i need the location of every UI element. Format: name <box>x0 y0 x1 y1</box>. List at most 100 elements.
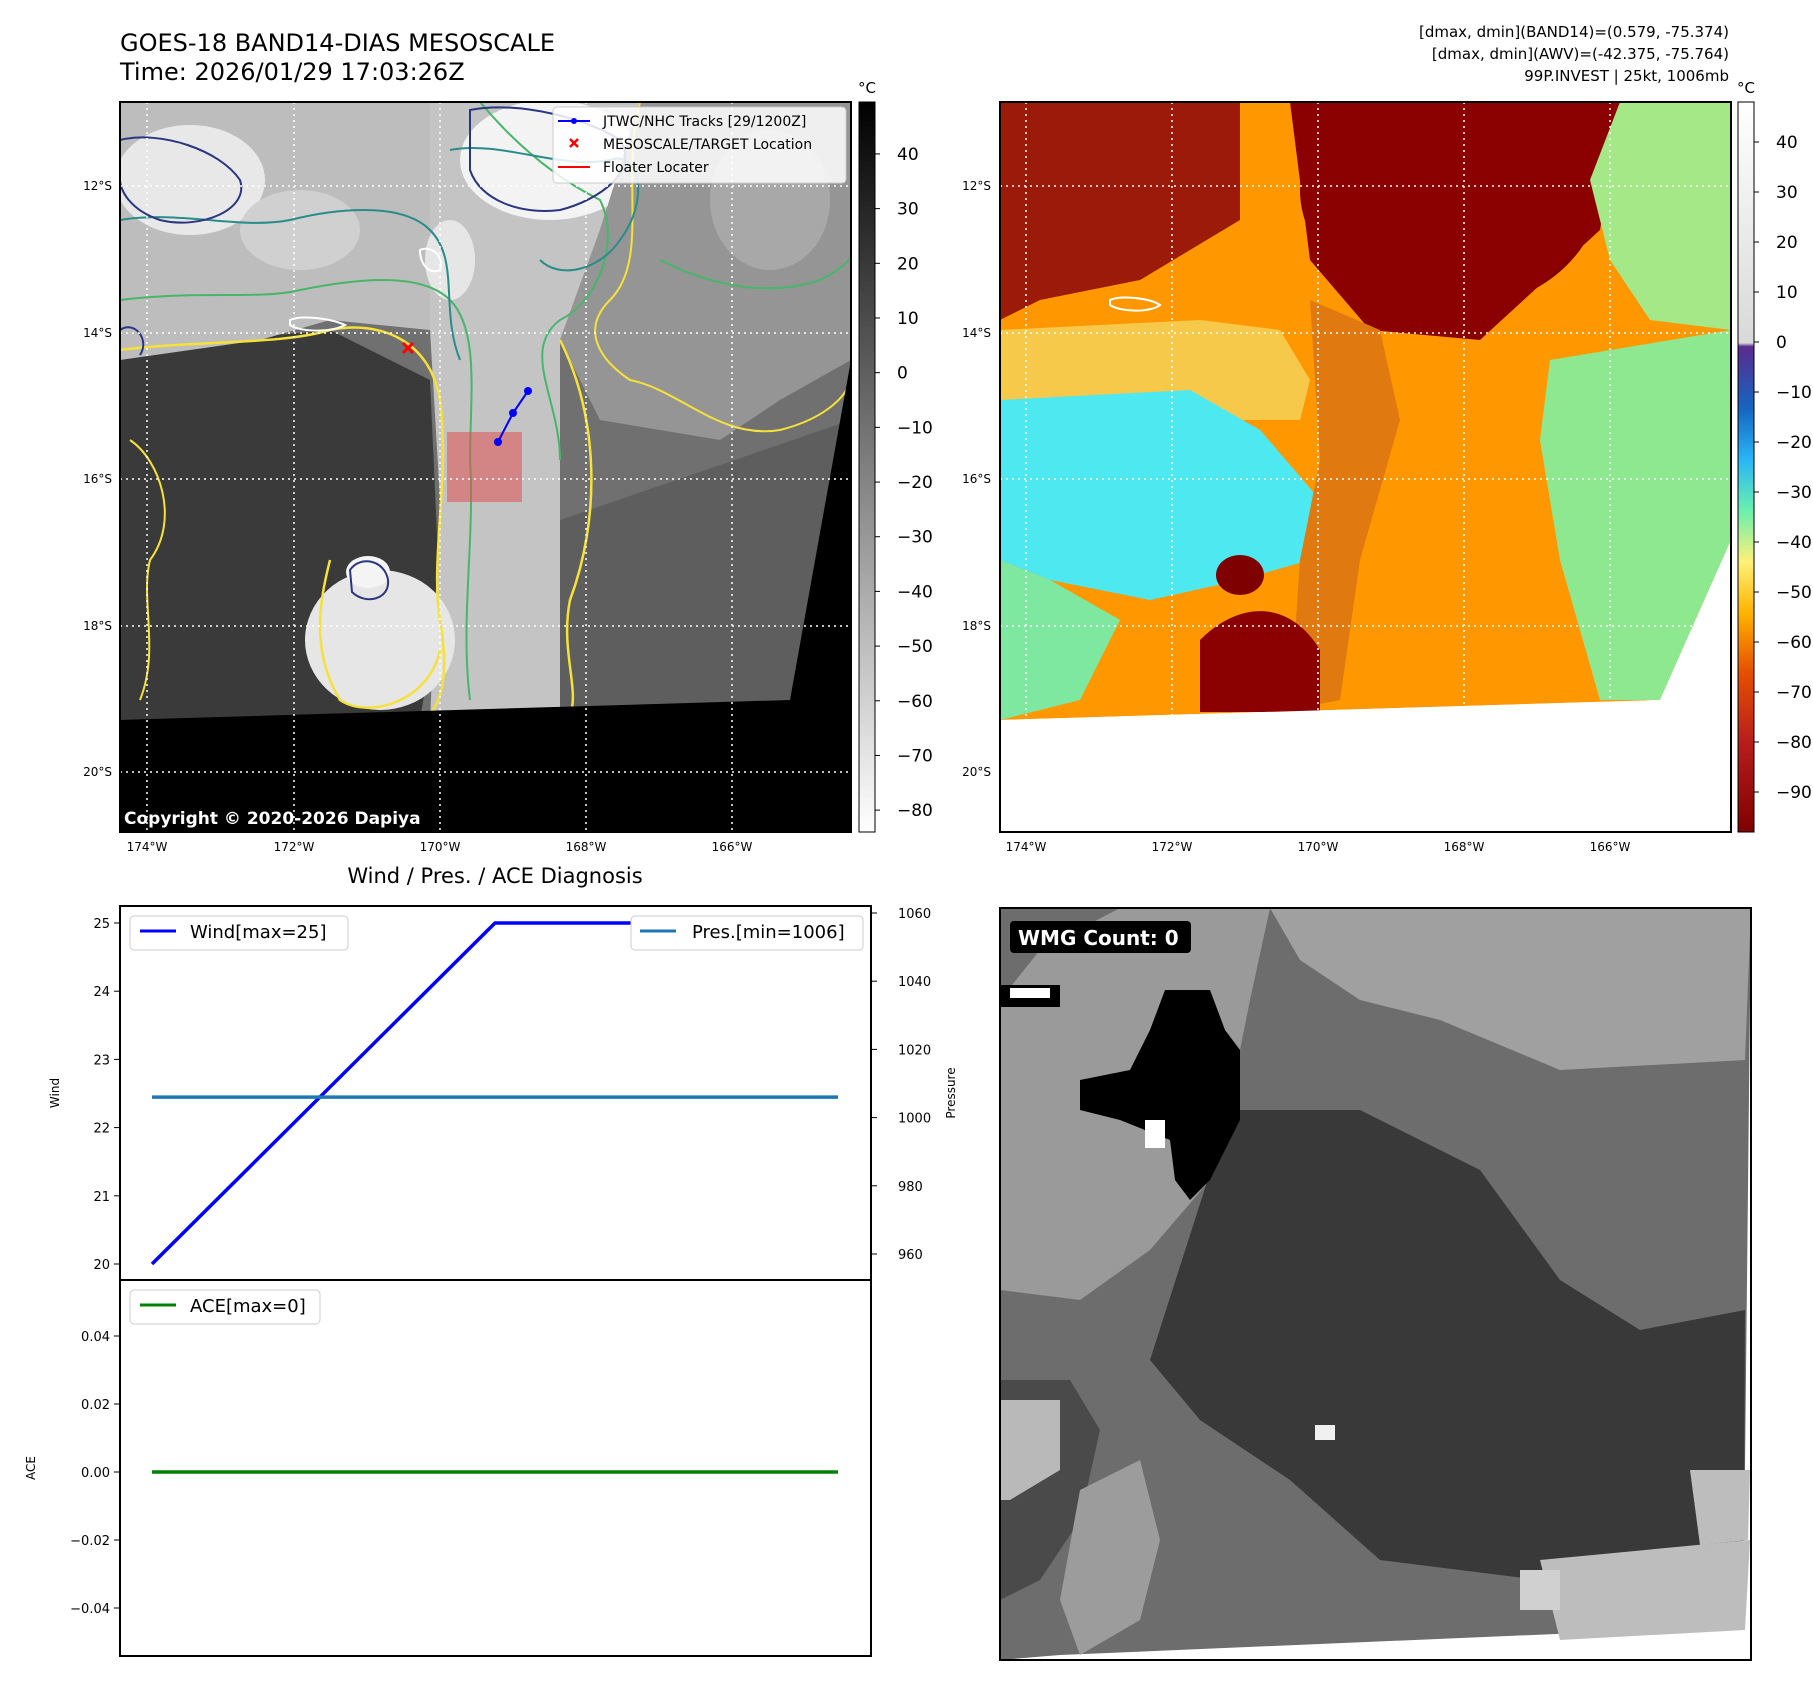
wind-legend: Wind[max=25] <box>129 915 349 951</box>
lat-label: 14°S <box>83 326 112 340</box>
track-point <box>494 438 502 446</box>
wind-tick-label: 20 <box>93 1258 110 1273</box>
legend-floater: Floater Locater <box>603 160 709 176</box>
map1-lat-labels: 12°S 14°S 16°S 18°S 20°S <box>83 179 112 779</box>
pressure-tick-label: 1000 <box>898 1112 931 1127</box>
map2-lon-labels: 174°W 172°W 170°W 168°W 166°W <box>1006 840 1631 854</box>
pressure-legend: Pres.[min=1006] <box>630 915 864 951</box>
map1-legend: JTWC/NHC Tracks [29/1200Z] MESOSCALE/TAR… <box>552 106 847 184</box>
ace-chart: 0.04 0.02 0.00 −0.02 −0.04 ACE[max=0] ACE <box>24 1279 872 1657</box>
ace-tick-label: 0.02 <box>81 1398 110 1413</box>
colorbar-tick-label: 0 <box>1776 333 1787 353</box>
colorbar-tick-label: 10 <box>1776 283 1798 303</box>
legend-tracks: JTWC/NHC Tracks [29/1200Z] <box>602 114 806 130</box>
colorbar-tick-label: −30 <box>897 528 933 548</box>
map1-frame <box>119 101 852 833</box>
awv-map <box>1000 102 1731 832</box>
colorbar-tick-label: −10 <box>897 418 933 438</box>
map2-frame <box>999 101 1732 833</box>
pressure-tick-label: 1020 <box>898 1043 931 1058</box>
lat-label: 12°S <box>962 179 991 193</box>
band14-map: Copyright © 2020-2026 Dapiya <box>120 102 851 832</box>
colorbar-tick-label: −80 <box>1776 733 1812 753</box>
lon-label: 172°W <box>274 840 315 854</box>
lon-label: 166°W <box>712 840 753 854</box>
colorbar-tick-label: 30 <box>897 200 919 220</box>
colorbar-tick-label: −90 <box>1776 783 1812 803</box>
colorbar-tick-label: 10 <box>897 309 919 329</box>
figure-title: GOES-18 BAND14-DIAS MESOSCALE <box>120 29 555 57</box>
band14-stats: [dmax, dmin](BAND14)=(0.579, -75.374) <box>1419 23 1729 41</box>
ace-tick-label: −0.02 <box>70 1534 110 1549</box>
awv-stats: [dmax, dmin](AWV)=(-42.375, -75.764) <box>1432 45 1729 63</box>
lat-label: 18°S <box>962 619 991 633</box>
legend-pressure: Pres.[min=1006] <box>692 922 845 943</box>
ace-axis-label: ACE <box>24 1456 38 1480</box>
colorbar-tick-label: 40 <box>1776 133 1798 153</box>
ace-legend: ACE[max=0] <box>129 1289 321 1325</box>
lat-label: 18°S <box>83 619 112 633</box>
target-marker <box>401 341 415 355</box>
map1-gridlines <box>120 102 851 832</box>
colorbar-tick-label: 30 <box>1776 183 1798 203</box>
lat-label: 16°S <box>962 472 991 486</box>
pressure-axis-label: Pressure <box>944 1067 958 1118</box>
wind-tick-label: 21 <box>93 1190 110 1205</box>
colorbar-unit: °C <box>1737 79 1755 97</box>
lat-label: 20°S <box>962 765 991 779</box>
wind-tick-label: 24 <box>93 985 110 1000</box>
colorbar-tick-label: −50 <box>897 637 933 657</box>
diag-title: Wind / Pres. / ACE Diagnosis <box>347 864 642 888</box>
band14-colorbar: °C 40 30 20 10 0 −10 −20 −30 −40 −50 −60 −70 −80 <box>858 79 933 833</box>
storm-info: 99P.INVEST | 25kt, 1006mb <box>1524 67 1729 85</box>
colorbar-tick-label: −50 <box>1776 583 1812 603</box>
awv-colorbar: °C 40 30 20 10 0 −10 −20 −30 −40 −50 −60 −70 −80 −90 <box>1737 79 1812 833</box>
colorbar-tick-label: 40 <box>897 145 919 165</box>
ace-tick-label: −0.04 <box>70 1602 110 1617</box>
colorbar-tick-label: −20 <box>1776 433 1812 453</box>
colorbar-tick-label: −80 <box>897 801 933 821</box>
lon-label: 168°W <box>1444 840 1485 854</box>
wind-tick-label: 25 <box>93 917 110 932</box>
legend-target-swatch <box>569 138 579 148</box>
map2-gridlines <box>1000 102 1731 832</box>
wind-tick-label: 23 <box>93 1053 110 1068</box>
wind-pressure-chart: 20 21 22 23 24 25 960 980 1000 1020 1040 1060 Wind[… <box>48 905 958 1281</box>
colorbar-tick-label: −10 <box>1776 383 1812 403</box>
legend-target: MESOSCALE/TARGET Location <box>603 137 812 153</box>
copyright: Copyright © 2020-2026 Dapiya <box>124 809 421 829</box>
lat-label: 16°S <box>83 472 112 486</box>
ace-tick-label: 0.00 <box>81 1466 110 1481</box>
legend-wind: Wind[max=25] <box>190 922 327 943</box>
pressure-tick-label: 1040 <box>898 975 931 990</box>
colorbar-unit: °C <box>858 79 876 97</box>
wind-axis-label: Wind <box>48 1078 62 1108</box>
lat-label: 14°S <box>962 326 991 340</box>
colorbar-tick-label: 20 <box>897 254 919 274</box>
colorbar-tick-label: −40 <box>897 582 933 602</box>
ace-tick-label: 0.04 <box>81 1330 110 1345</box>
colorbar-tick-label: −70 <box>897 746 933 766</box>
lon-label: 170°W <box>420 840 461 854</box>
map1-lon-labels: 174°W 172°W 170°W 168°W 166°W <box>127 840 753 854</box>
colorbar-tick-label: −60 <box>1776 633 1812 653</box>
legend-track-point <box>571 118 577 124</box>
lon-label: 174°W <box>127 840 168 854</box>
colorbar-tick-label: −70 <box>1776 683 1812 703</box>
pressure-tick-label: 980 <box>898 1180 923 1195</box>
lon-label: 168°W <box>566 840 607 854</box>
lon-label: 174°W <box>1006 840 1047 854</box>
colorbar-tick-label: 0 <box>897 364 908 384</box>
map2-lat-labels: 12°S 14°S 16°S 18°S 20°S <box>962 179 991 779</box>
lat-label: 20°S <box>83 765 112 779</box>
wind-tick-label: 22 <box>93 1122 110 1137</box>
lon-label: 172°W <box>1152 840 1193 854</box>
track-point <box>509 409 517 417</box>
pressure-tick-label: 960 <box>898 1248 923 1263</box>
wmg-frame <box>999 907 1752 1661</box>
wmg-badge: WMG Count: 0 <box>1010 921 1191 953</box>
floater-box <box>447 432 522 502</box>
pressure-tick-label: 1060 <box>898 907 931 922</box>
colorbar-tick-label: −60 <box>897 692 933 712</box>
